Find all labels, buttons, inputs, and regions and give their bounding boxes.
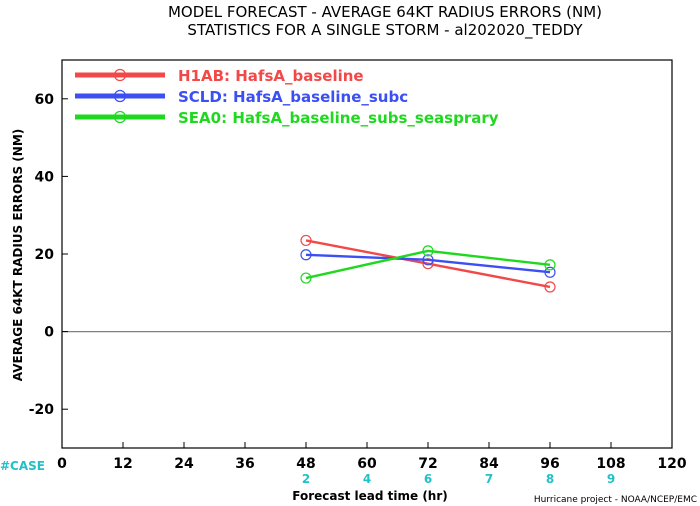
- chart-title-line2: STATISTICS FOR A SINGLE STORM - al202020…: [187, 21, 583, 40]
- series-point-1: [544, 281, 556, 293]
- legend-marker-3: [113, 110, 127, 124]
- case-count: 4: [363, 472, 371, 486]
- case-count: 2: [302, 472, 310, 486]
- x-tick-label: 96: [540, 456, 559, 472]
- y-axis-label: AVERAGE 64KT RADIUS ERRORS (NM): [11, 129, 25, 381]
- series-point-2: [544, 266, 556, 278]
- series-point-1: [300, 234, 312, 247]
- y-tick-label: 40: [35, 169, 55, 185]
- series-point-3: [422, 245, 434, 257]
- x-tick-label: 60: [357, 456, 377, 472]
- y-tick-label: 0: [44, 325, 54, 341]
- series-line-3: [305, 249, 551, 280]
- axis-ticks: 0 12 24 36 48 60 72 84 96 108 120 -20 0 20 40 60: [29, 92, 687, 472]
- chart-title-line1: MODEL FORECAST - AVERAGE 64KT RADIUS ERR…: [168, 3, 602, 21]
- case-counts: 2 4 6 7 8 9: [302, 472, 615, 486]
- y-tick-label: 20: [35, 247, 55, 263]
- series-line-1: [305, 239, 551, 289]
- legend-marker-2: [113, 89, 127, 103]
- x-tick-label: 108: [596, 456, 625, 472]
- x-tick-label: 48: [296, 456, 315, 472]
- x-tick-label: 0: [57, 456, 67, 472]
- x-tick-label: 24: [174, 456, 194, 472]
- series-point-2: [422, 254, 434, 266]
- series-point-2: [300, 249, 312, 261]
- series-point-3: [300, 272, 312, 284]
- x-tick-label: 120: [657, 456, 686, 472]
- case-count: 9: [607, 472, 615, 486]
- series-point-3: [544, 259, 556, 271]
- case-label: #CASE: [0, 459, 45, 473]
- x-axis-label: Forecast lead time (hr): [292, 489, 448, 503]
- case-count: 7: [485, 472, 493, 486]
- x-tick-label: 12: [113, 456, 132, 472]
- y-tick-label: 60: [35, 92, 55, 108]
- credit-text: Hurricane project - NOAA/NCEP/EMC: [534, 495, 697, 505]
- case-count: 6: [424, 472, 432, 486]
- x-tick-label: 84: [479, 456, 499, 472]
- y-tick-label: -20: [29, 402, 55, 418]
- case-count: 8: [546, 472, 554, 486]
- x-tick-label: 36: [235, 456, 254, 472]
- series-layer: [300, 234, 556, 293]
- legend-label-3: SEA0: HafsA_baseline_subs_seasprary: [178, 109, 499, 127]
- legend-label-2: SCLD: HafsA_baseline_subc: [178, 88, 408, 106]
- x-tick-label: 72: [418, 456, 437, 472]
- legend-marker-1: [113, 68, 127, 82]
- series-line-2: [305, 253, 551, 274]
- legend-label-1: H1AB: HafsA_baseline: [178, 67, 364, 85]
- legend: H1AB: HafsA_baseline SCLD: HafsA_baseline…: [75, 67, 499, 127]
